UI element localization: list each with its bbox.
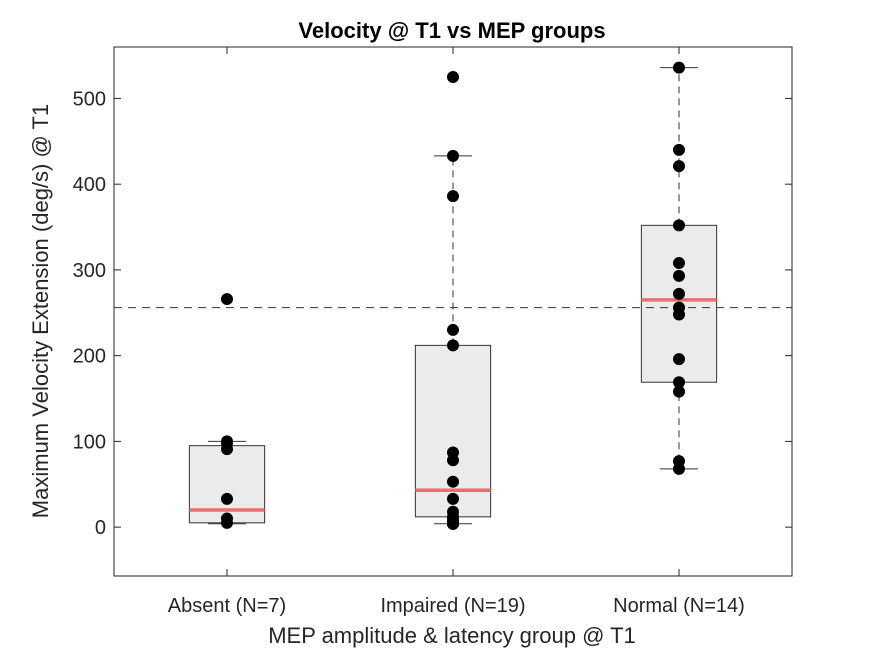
data-point <box>673 219 685 232</box>
data-point <box>673 257 685 270</box>
box <box>414 344 492 518</box>
data-point <box>221 443 233 456</box>
chart-title: Velocity @ T1 vs MEP groups <box>298 18 605 43</box>
data-point <box>673 269 685 282</box>
data-point <box>447 323 459 336</box>
y-axis-label: Maximum Velocity Extension (deg/s) @ T1 <box>28 104 53 518</box>
y-tick-label: 100 <box>73 431 106 453</box>
data-point <box>673 308 685 321</box>
y-tick-label: 400 <box>73 174 106 196</box>
y-tick-label: 300 <box>73 260 106 282</box>
data-point <box>673 287 685 300</box>
x-axis-label: MEP amplitude & latency group @ T1 <box>268 623 636 648</box>
data-point <box>447 71 459 84</box>
y-tick-label: 500 <box>73 88 106 110</box>
data-point <box>673 385 685 398</box>
data-point <box>447 339 459 352</box>
data-point <box>447 454 459 467</box>
data-point <box>221 492 233 505</box>
data-point <box>673 61 685 74</box>
data-point <box>673 376 685 389</box>
data-point <box>221 293 233 306</box>
data-point <box>447 149 459 162</box>
y-tick-label: 0 <box>95 517 106 539</box>
data-point <box>673 143 685 156</box>
data-point <box>447 475 459 488</box>
data-point <box>447 190 459 203</box>
data-point <box>447 492 459 505</box>
x-tick-label: Impaired (N=19) <box>380 595 525 617</box>
y-tick-label: 200 <box>73 346 106 368</box>
data-point <box>673 462 685 475</box>
data-point <box>447 517 459 530</box>
x-tick-label: Normal (N=14) <box>613 595 745 617</box>
data-point <box>673 353 685 366</box>
data-point <box>221 516 233 529</box>
x-tick-label: Absent (N=7) <box>168 595 286 617</box>
data-point <box>673 160 685 173</box>
